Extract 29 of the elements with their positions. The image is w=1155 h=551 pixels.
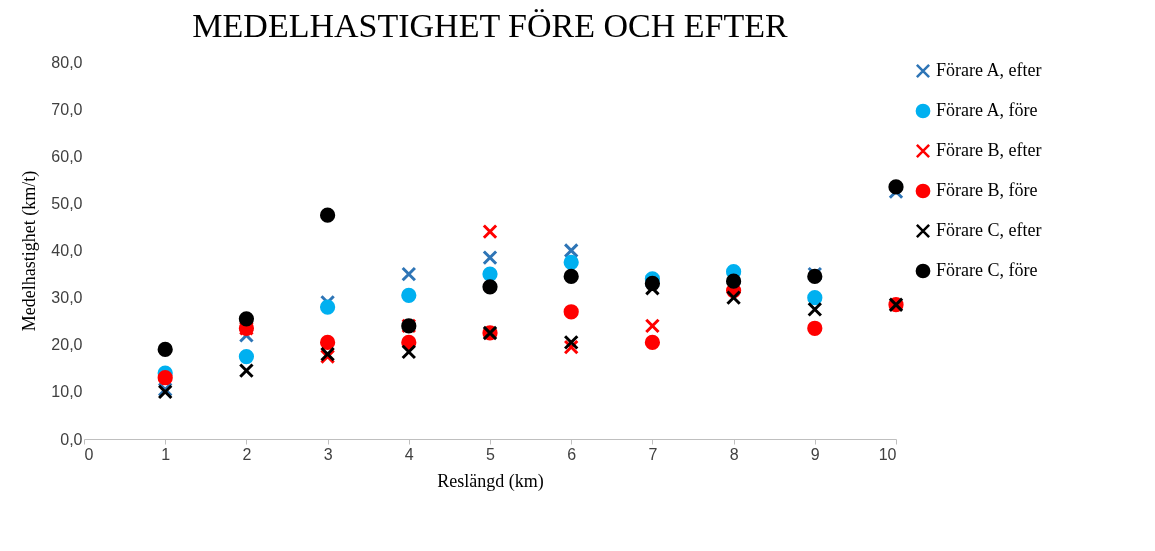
- y-axis-title: Medelhastighet (km/t): [19, 170, 41, 332]
- x-tick-label: 6: [567, 445, 577, 463]
- legend-label: Förare A, före: [936, 100, 1038, 120]
- y-tick-label: 80,0: [51, 53, 83, 71]
- x-tick-label: 3: [323, 445, 333, 463]
- x-tick-label: 9: [810, 445, 820, 463]
- y-tick-label: 60,0: [51, 147, 83, 165]
- y-tick-label: 40,0: [51, 242, 83, 259]
- y-tick-label: 20,0: [51, 336, 83, 354]
- legend-label: Förare C, före: [936, 260, 1038, 280]
- x-tick-label: 0: [84, 445, 94, 463]
- y-tick-label: 50,0: [51, 194, 83, 212]
- x-tick-label: 10: [878, 445, 897, 463]
- legend-label: Förare C, efter: [936, 220, 1042, 240]
- y-tick-label: 70,0: [51, 100, 83, 118]
- x-tick-label: 7: [648, 445, 658, 463]
- x-tick-label: 5: [486, 445, 496, 463]
- x-tick-label: 4: [404, 445, 414, 463]
- x-tick-label: 8: [729, 445, 739, 463]
- x-tick-label: 1: [161, 445, 171, 463]
- legend-label: Förare B, efter: [936, 140, 1042, 160]
- y-tick-label: 10,0: [51, 383, 83, 401]
- legend-label: Förare A, efter: [936, 60, 1042, 80]
- legend-label: Förare B, före: [936, 180, 1038, 200]
- y-tick-label: 0,0: [60, 430, 83, 448]
- x-tick-label: 2: [242, 445, 252, 463]
- chart-title: MEDELHASTIGHET FÖRE OCH EFTER: [192, 7, 788, 44]
- y-tick-label: 30,0: [51, 289, 83, 307]
- x-axis-title: Reslängd (km): [437, 470, 544, 492]
